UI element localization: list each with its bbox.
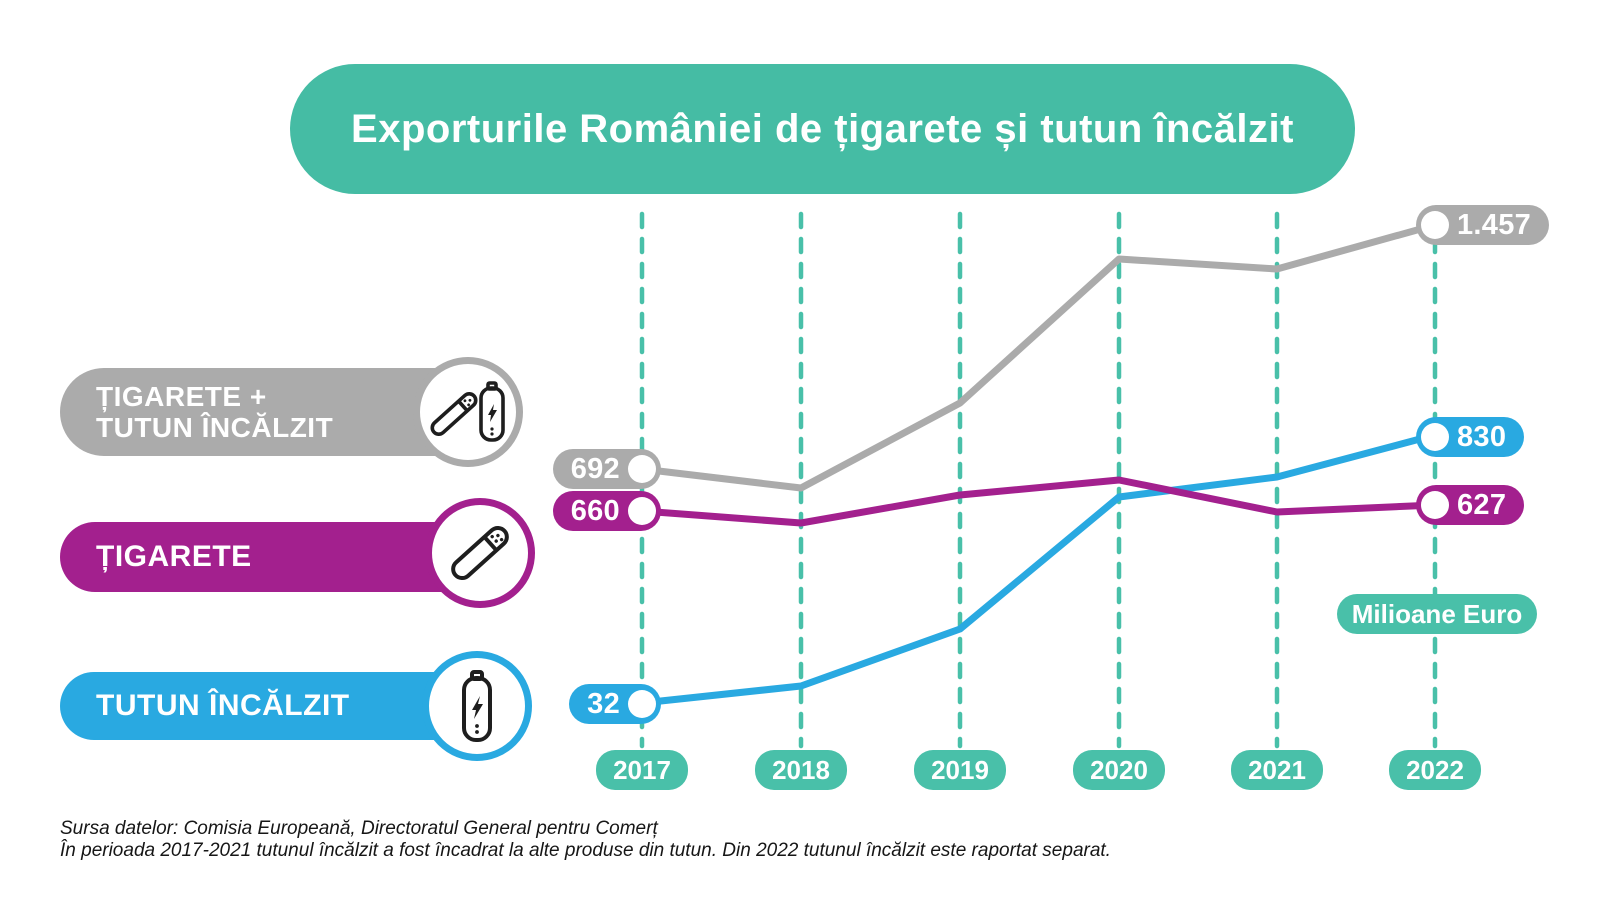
unit-badge: Milioane Euro — [1337, 594, 1537, 634]
legend-item-heated: TUTUN ÎNCĂLZIT — [60, 672, 478, 740]
legend-icon-circle-heated — [422, 651, 532, 761]
chart-title-banner: Exporturile României de țigarete și tutu… — [290, 64, 1355, 194]
legend-label-heated: TUTUN ÎNCĂLZIT — [96, 689, 350, 723]
cigarette-icon — [451, 525, 509, 581]
value-label-cigarettes-2017: 660 — [552, 491, 661, 531]
data-point-marker — [1421, 211, 1449, 239]
data-point-marker — [1421, 423, 1449, 451]
legend-label-total: ȚIGARETE + TUTUN ÎNCĂLZIT — [96, 380, 334, 443]
legend-label-cigarettes: ȚIGARETE — [96, 540, 252, 574]
data-point-marker — [1421, 491, 1449, 519]
legend-icon-circle-total — [413, 357, 523, 467]
legend-icon-circle-cigarettes — [425, 498, 535, 608]
x-axis-label-2020: 2020 — [1073, 750, 1165, 790]
data-point-marker — [628, 455, 656, 483]
legend-item-total: ȚIGARETE + TUTUN ÎNCĂLZIT — [60, 368, 480, 456]
value-label-heated-2017: 32 — [569, 684, 661, 724]
x-axis-label-2018: 2018 — [755, 750, 847, 790]
value-label-total-2022: 1.457 — [1416, 205, 1550, 245]
data-point-marker — [628, 497, 656, 525]
series-line-1 — [641, 476, 1436, 527]
x-axis-label-2019: 2019 — [914, 750, 1006, 790]
series-line-2 — [641, 431, 1436, 707]
x-axis-label-2022: 2022 — [1389, 750, 1481, 790]
source-note-line2: În perioada 2017-2021 tutunul încălzit a… — [60, 840, 1111, 861]
vape-device-icon — [462, 670, 492, 742]
value-label-heated-2022: 830 — [1416, 417, 1525, 457]
source-note: Sursa datelor: Comisia Europeană, Direct… — [60, 818, 1111, 862]
chart-title: Exporturile României de țigarete și tutu… — [351, 106, 1294, 151]
source-note-line1: Sursa datelor: Comisia Europeană, Direct… — [60, 818, 658, 839]
data-point-marker — [628, 690, 656, 718]
x-axis-label-2017: 2017 — [596, 750, 688, 790]
value-label-cigarettes-2022: 627 — [1416, 485, 1525, 525]
cigarette-and-vape-icon — [430, 381, 505, 442]
legend-item-cigarettes: ȚIGARETE — [60, 522, 480, 592]
value-label-total-2017: 692 — [552, 449, 661, 489]
x-axis-label-2021: 2021 — [1231, 750, 1323, 790]
series-line-0 — [641, 221, 1436, 492]
